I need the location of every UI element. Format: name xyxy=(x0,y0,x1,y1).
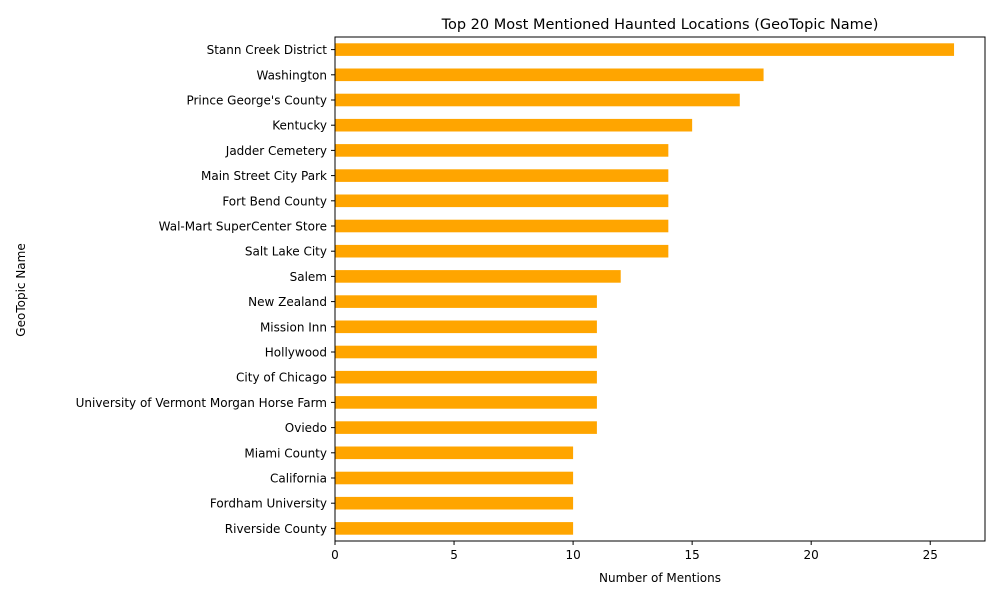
bar xyxy=(335,93,740,107)
y-axis-label: GeoTopic Name xyxy=(14,243,28,336)
bar xyxy=(335,496,574,510)
bar xyxy=(335,244,669,258)
bar xyxy=(335,219,669,233)
bars-layer xyxy=(335,43,955,535)
y-tick-label: Washington xyxy=(256,68,327,82)
bar xyxy=(335,270,621,283)
x-axis-label: Number of Mentions xyxy=(599,571,721,585)
bar xyxy=(335,169,669,182)
y-tick-label: Miami County xyxy=(244,446,327,460)
y-tick-label: Salt Lake City xyxy=(245,245,327,259)
bar xyxy=(335,446,574,460)
y-tick-label: Kentucky xyxy=(272,119,327,133)
x-tick-label: 0 xyxy=(331,548,339,562)
bar xyxy=(335,396,597,409)
y-tick-label: Riverside County xyxy=(225,522,327,536)
bar xyxy=(335,320,597,334)
bar xyxy=(335,370,597,384)
bar xyxy=(335,194,669,208)
bar xyxy=(335,68,764,82)
x-axis-ticks: 0 5 10 15 20 25 xyxy=(331,541,938,562)
y-tick-label: Fordham University xyxy=(210,497,327,511)
bar xyxy=(335,295,597,308)
bar xyxy=(335,43,955,56)
bar xyxy=(335,471,574,485)
plot-frame xyxy=(334,36,986,542)
bar xyxy=(335,144,669,157)
x-tick-label: 10 xyxy=(565,548,580,562)
y-tick-label: Stann Creek District xyxy=(207,43,328,57)
y-tick-label: City of Chicago xyxy=(236,371,327,385)
y-tick-label: University of Vermont Morgan Horse Farm xyxy=(76,396,327,410)
y-tick-label: Salem xyxy=(290,270,327,284)
x-tick-label: 25 xyxy=(923,548,938,562)
bar xyxy=(335,421,597,434)
bar xyxy=(335,345,597,359)
chart-title: Top 20 Most Mentioned Haunted Locations … xyxy=(441,17,879,33)
y-axis-ticks: Stann Creek District Washington Prince Geo… xyxy=(76,43,335,536)
bar xyxy=(335,522,574,535)
y-tick-label: Hollywood xyxy=(265,346,327,360)
bar xyxy=(335,118,693,132)
axes-frame xyxy=(334,36,986,542)
y-tick-label: Prince George's County xyxy=(186,94,327,108)
x-tick-label: 20 xyxy=(804,548,819,562)
y-tick-label: Mission Inn xyxy=(260,320,327,334)
y-tick-label: Main Street City Park xyxy=(201,169,327,183)
y-tick-label: New Zealand xyxy=(248,295,327,309)
y-tick-label: California xyxy=(270,472,327,486)
x-tick-label: 5 xyxy=(450,548,458,562)
y-tick-label: Jadder Cemetery xyxy=(225,144,327,158)
y-tick-label: Fort Bend County xyxy=(222,194,327,208)
y-tick-label: Wal-Mart SuperCenter Store xyxy=(159,220,327,234)
x-tick-label: 15 xyxy=(685,548,700,562)
y-tick-label: Oviedo xyxy=(285,421,327,435)
